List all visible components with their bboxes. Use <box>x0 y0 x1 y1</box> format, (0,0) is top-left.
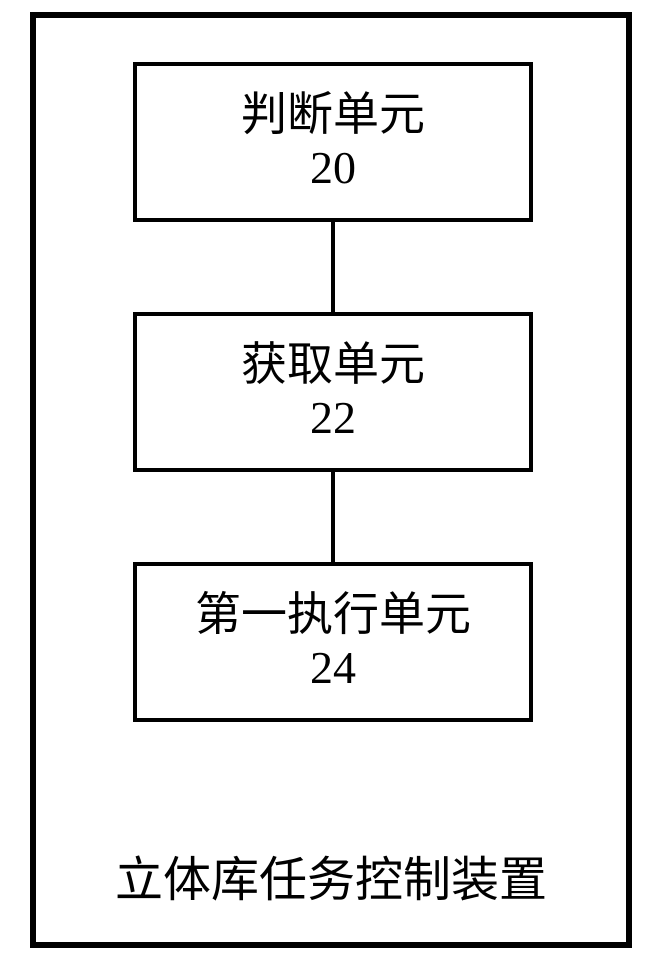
node-acquire-unit-number: 22 <box>310 392 356 445</box>
node-judge-unit-title: 判断单元 <box>241 89 425 142</box>
node-first-exec-unit-title: 第一执行单元 <box>195 589 471 642</box>
node-acquire-unit: 获取单元 22 <box>133 312 533 472</box>
diagram-canvas: 判断单元 20 获取单元 22 第一执行单元 24 立体库任务控制装置 <box>0 0 662 960</box>
node-judge-unit-number: 20 <box>310 142 356 195</box>
node-acquire-unit-title: 获取单元 <box>241 339 425 392</box>
edge-judge-to-acquire <box>331 222 335 312</box>
diagram-caption: 立体库任务控制装置 <box>80 840 582 910</box>
node-judge-unit: 判断单元 20 <box>133 62 533 222</box>
node-first-exec-unit-number: 24 <box>310 642 356 695</box>
node-first-exec-unit: 第一执行单元 24 <box>133 562 533 722</box>
edge-acquire-to-exec <box>331 472 335 562</box>
